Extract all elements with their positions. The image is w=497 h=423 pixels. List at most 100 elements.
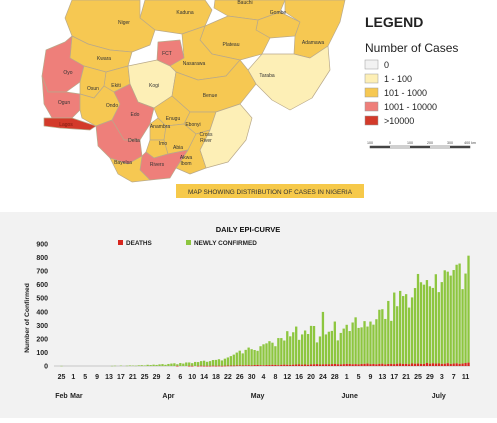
bar-confirmed [253,350,255,365]
bar-deaths [265,365,267,366]
bar-confirmed [411,297,413,363]
bar-deaths [411,363,413,366]
bar-confirmed [375,319,377,364]
bar-confirmed [283,341,285,365]
bar-confirmed [423,285,425,364]
bar-confirmed [179,363,181,366]
bar-deaths [429,364,431,366]
bar-confirmed [453,270,455,364]
bar-confirmed [138,365,140,366]
bar-deaths [209,366,211,367]
bar-deaths [313,364,315,366]
legend-swatch [365,60,378,69]
bar-deaths [191,366,193,367]
label-fct: FCT [162,51,172,57]
bar-deaths [248,365,250,366]
y-axis-label: Number of Confirmed [24,283,31,353]
bar-confirmed [295,327,297,365]
bar-confirmed [259,346,261,365]
bar-confirmed [438,292,440,363]
y-tick-label: 0 [44,364,48,371]
bar-confirmed [334,322,336,364]
label-osun: Osun [87,86,99,92]
bar-deaths [396,364,398,366]
bar-confirmed [372,325,374,364]
bar-confirmed [429,286,431,363]
bar-confirmed [357,328,359,364]
bar-deaths [200,366,202,367]
bar-confirmed [256,351,258,365]
bar-confirmed [146,365,148,366]
bar-confirmed [384,319,386,364]
label-ebonyi: Ebonyi [185,122,200,128]
bar-deaths [230,366,232,367]
x-tick-label: 24 [319,374,327,381]
bar-deaths [381,364,383,366]
label-taraba: Taraba [259,73,275,79]
legend-swatch [365,88,378,97]
bar-deaths [301,365,303,366]
bar-deaths [236,365,238,366]
bar-confirmed [450,276,452,364]
bar-confirmed [441,282,443,364]
bar-confirmed [262,344,264,365]
bar-deaths [387,364,389,366]
bar-deaths [295,365,297,366]
bar-confirmed [250,349,252,365]
x-tick-label: 11 [462,374,470,381]
x-tick-label: 25 [58,374,66,381]
bar-deaths [206,366,208,367]
bar-confirmed [319,336,321,364]
legend-swatch [365,74,378,83]
legend-item-label: 1001 - 10000 [384,102,437,112]
label-niger: Niger [118,20,130,26]
x-tick-label: 16 [295,374,303,381]
chart-legend-label: NEWLY CONFIRMED [194,240,257,247]
bar-deaths [197,366,199,367]
x-tick-label: 21 [129,374,137,381]
x-tick-label: 17 [390,374,398,381]
legend-item-label: 0 [384,60,389,70]
bar-deaths [349,364,351,366]
label-edo: Edo [131,112,140,118]
bar-confirmed [248,348,250,366]
bar-deaths [438,363,440,366]
label-nasarawa: Nasarawa [183,61,206,67]
bar-deaths [450,364,452,366]
bar-confirmed [387,301,389,364]
bar-deaths [384,364,386,366]
bar-deaths [277,365,279,366]
bar-confirmed [405,294,407,364]
legend-swatch [365,116,378,125]
bar-confirmed [325,334,327,364]
bar-confirmed [161,364,163,366]
y-tick-label: 900 [36,242,48,249]
bar-deaths [435,364,437,366]
label-benue: Benue [203,93,218,99]
label-ekiti: Ekiti [111,83,120,89]
label-bayelsa: Bayelsa [114,160,132,166]
bar-confirmed [378,310,380,364]
bar-deaths [215,366,217,367]
legend-title: LEGEND [365,14,423,30]
scale-tick-label: 400 km [464,141,476,145]
bar-deaths [268,365,270,366]
bar-confirmed [343,329,345,365]
label-ondo: Ondo [106,103,118,109]
scale-tick-label: 200 [427,141,433,145]
chart-legend-swatch [186,240,191,245]
bar-confirmed [292,332,294,364]
x-tick-label: 20 [307,374,315,381]
chart-legend-swatch [118,240,123,245]
label-akwa-2: Ibom [180,161,191,167]
bar-deaths [375,364,377,366]
bar-deaths [283,365,285,366]
bar-confirmed [277,338,279,365]
bar-confirmed [164,365,166,366]
bar-confirmed [242,353,244,365]
bar-deaths [393,364,395,366]
bar-confirmed [221,360,223,365]
bar-deaths [366,364,368,366]
